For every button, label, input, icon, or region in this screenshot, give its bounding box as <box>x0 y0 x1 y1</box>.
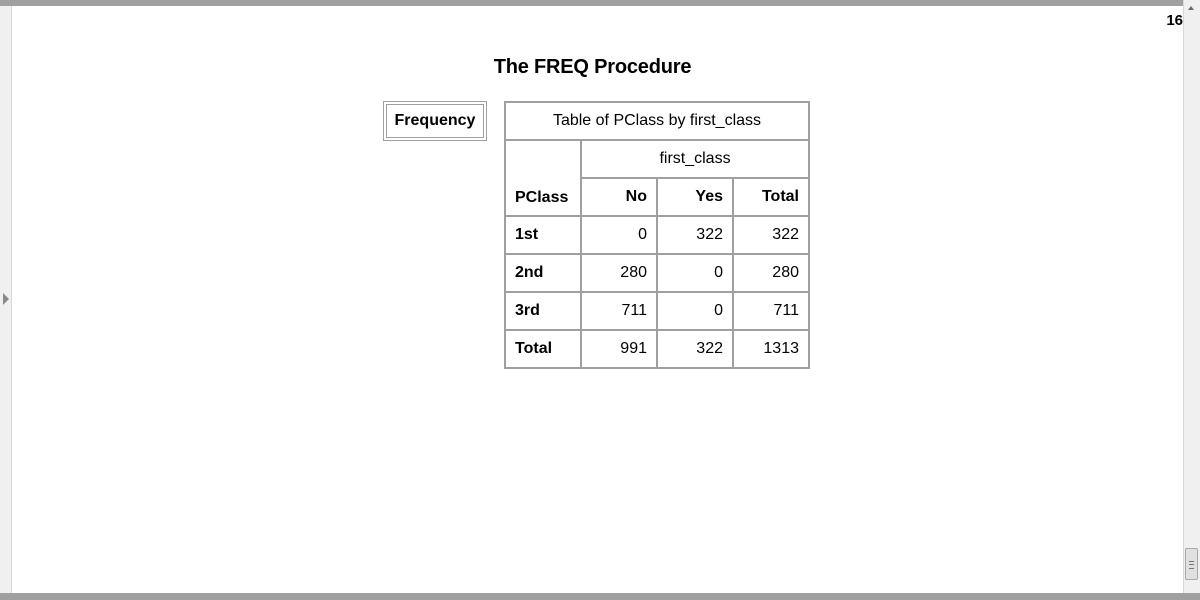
scrollbar-thumb[interactable] <box>1185 548 1198 580</box>
crosstab-table: Table of PClass by first_class PClass fi… <box>504 101 810 369</box>
table-cell: 322 <box>657 330 733 368</box>
row-header: 2nd <box>505 254 581 292</box>
table-cell: 0 <box>657 254 733 292</box>
table-title: Table of PClass by first_class <box>505 102 809 140</box>
procedure-title: The FREQ Procedure <box>493 56 692 78</box>
vertical-scrollbar[interactable] <box>1183 0 1200 600</box>
row-header: 3rd <box>505 292 581 330</box>
table-cell: 711 <box>581 292 657 330</box>
column-variable-row: PClass first_class <box>505 140 809 216</box>
expand-panel-arrow-icon[interactable] <box>3 293 9 305</box>
bottom-frame-bar <box>0 593 1200 600</box>
legend-label: Frequency <box>386 104 484 138</box>
table-cell: 322 <box>733 216 809 254</box>
table-row: 1st 0 322 322 <box>505 216 809 254</box>
table-cell: 991 <box>581 330 657 368</box>
cell-contents-legend: Frequency <box>383 101 487 141</box>
column-header: Yes <box>657 178 733 216</box>
column-headers-row: No Yes Total <box>505 178 809 216</box>
table-cell: 0 <box>657 292 733 330</box>
table-title-row: Table of PClass by first_class <box>505 102 809 140</box>
top-frame-bar <box>0 0 1200 6</box>
grip-lines-icon <box>1189 561 1194 569</box>
table-row: 2nd 280 0 280 <box>505 254 809 292</box>
column-header: No <box>581 178 657 216</box>
table-cell: 0 <box>581 216 657 254</box>
table-cell: 322 <box>657 216 733 254</box>
page-number: 16 <box>1166 12 1183 29</box>
row-variable-header: PClass <box>505 140 581 216</box>
row-header: Total <box>505 330 581 368</box>
table-cell: 711 <box>733 292 809 330</box>
table-row: 3rd 711 0 711 <box>505 292 809 330</box>
column-header: Total <box>733 178 809 216</box>
table-cell: 280 <box>733 254 809 292</box>
table-cell: 1313 <box>733 330 809 368</box>
table-cell: 280 <box>581 254 657 292</box>
table-total-row: Total 991 322 1313 <box>505 330 809 368</box>
scroll-up-arrow-icon[interactable] <box>1188 6 1194 10</box>
column-variable-header: first_class <box>581 140 809 178</box>
row-header: 1st <box>505 216 581 254</box>
